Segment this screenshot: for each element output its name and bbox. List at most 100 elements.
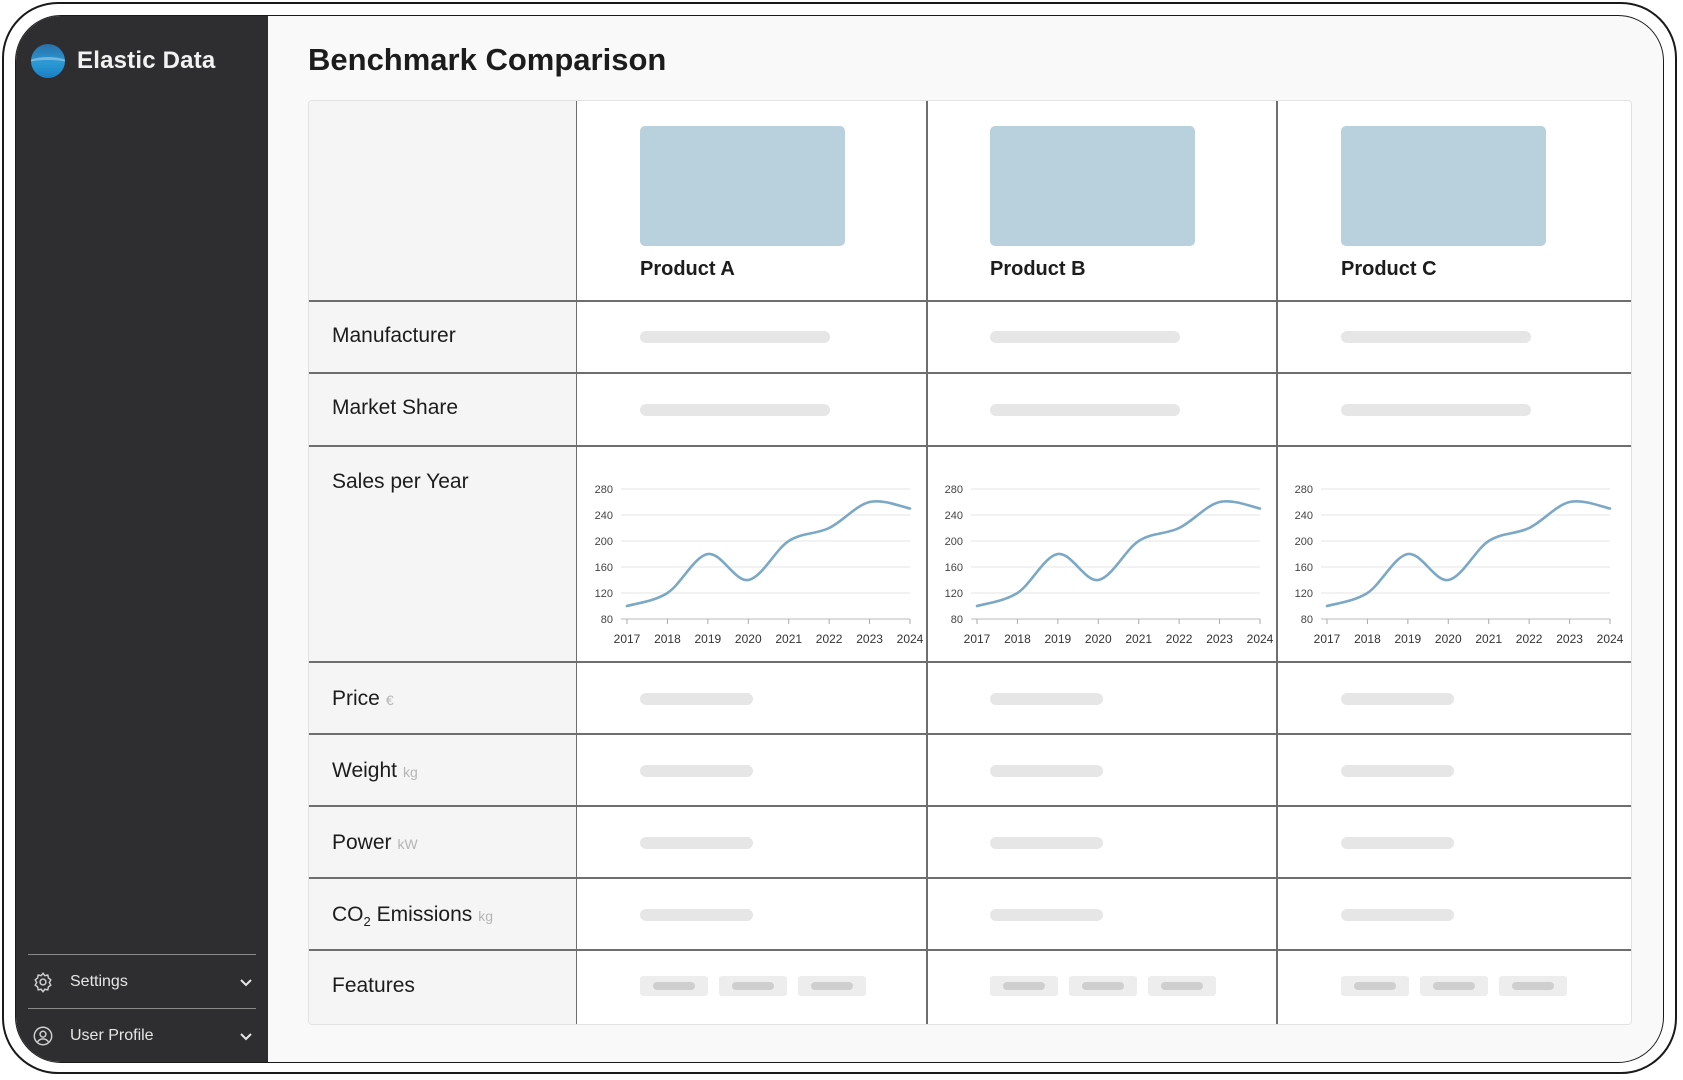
feature-tag: [1499, 976, 1567, 996]
sales-series-line: [1325, 500, 1612, 608]
x-tick-label: 2022: [816, 632, 843, 646]
feature-tag: [719, 976, 787, 996]
chevron-down-icon[interactable]: [238, 974, 254, 990]
sales-chart-product-b: 80 120 160 200 240 280 2017 2018 2019 2020 2021 202…: [945, 484, 1274, 646]
column-divider: [1276, 101, 1278, 1024]
x-tick-label: 2018: [1354, 632, 1381, 646]
y-tick-label: 120: [595, 588, 613, 600]
unit-label: kg: [478, 908, 494, 924]
unit-label: kg: [402, 764, 418, 780]
value-placeholder: [640, 909, 753, 921]
x-tick-label: 2023: [1556, 632, 1583, 646]
x-tick-label: 2021: [775, 632, 802, 646]
x-tick-label: 2019: [1045, 632, 1072, 646]
value-placeholder: [640, 331, 830, 343]
x-tick-label: 2024: [1247, 632, 1274, 646]
y-tick-label: 200: [595, 536, 613, 548]
x-tick-label: 2017: [614, 632, 641, 646]
unit-label: €: [385, 692, 394, 708]
x-tick-label: 2023: [856, 632, 883, 646]
sales-chart-product-a: 80 120 160 200 240 280 2017 2018 2019 2020 2021 202…: [595, 484, 924, 646]
y-tick-label: 200: [945, 536, 963, 548]
feature-tag: [640, 976, 708, 996]
label-text: Weight: [332, 759, 397, 782]
value-placeholder: [1341, 693, 1454, 705]
y-tick-label: 240: [595, 510, 613, 522]
elastic-data-logo: [31, 44, 65, 78]
row-divider: [309, 733, 1631, 735]
value-placeholder: [1341, 909, 1454, 921]
y-tick-label: 120: [945, 588, 963, 600]
app-name: Elastic Data: [77, 47, 216, 74]
row-divider: [309, 805, 1631, 807]
x-tick-label: 2024: [1597, 632, 1624, 646]
x-tick-label: 2020: [1085, 632, 1112, 646]
feature-tag: [1148, 976, 1216, 996]
row-divider: [309, 949, 1631, 951]
user-circle-icon: [32, 1025, 54, 1047]
row-label-manufacturer: Manufacturer: [332, 324, 456, 347]
product-b-name: Product B: [990, 258, 1086, 280]
sidebar-item-settings[interactable]: Settings: [28, 954, 256, 1008]
product-c-image-placeholder: [1341, 126, 1546, 246]
product-b-image-placeholder: [990, 126, 1195, 246]
row-label-sales-per-year: Sales per Year: [332, 470, 469, 493]
value-placeholder: [640, 693, 753, 705]
label-text: CO: [332, 903, 364, 926]
gear-icon: [32, 971, 54, 993]
product-a-image-placeholder: [640, 126, 845, 246]
y-tick-label: 280: [945, 484, 963, 496]
y-tick-label: 120: [1295, 588, 1313, 600]
y-tick-label: 160: [1295, 562, 1313, 574]
brand[interactable]: Elastic Data: [31, 44, 215, 78]
app-window: Elastic Data Settings: [15, 15, 1664, 1063]
row-label-co2-emissions: CO2 Emissions kg: [332, 903, 493, 929]
chevron-down-icon[interactable]: [238, 1028, 254, 1044]
row-divider: [309, 445, 1631, 447]
y-tick-label: 80: [601, 614, 613, 626]
comparison-table: Product A Product B Product C Manufactur…: [308, 100, 1632, 1025]
x-tick-label: 2018: [654, 632, 681, 646]
value-placeholder: [1341, 765, 1454, 777]
sales-series-line: [975, 500, 1262, 608]
x-tick-label: 2023: [1206, 632, 1233, 646]
label-subscript: 2: [363, 914, 371, 930]
value-placeholder: [990, 331, 1180, 343]
y-tick-label: 240: [945, 510, 963, 522]
y-tick-label: 80: [1301, 614, 1313, 626]
x-tick-label: 2022: [1516, 632, 1543, 646]
value-placeholder: [640, 837, 753, 849]
x-tick-label: 2017: [964, 632, 991, 646]
row-label-weight: Weight kg: [332, 759, 418, 783]
sidebar-menu: Settings User Profile: [28, 954, 256, 1062]
feature-tag: [1420, 976, 1488, 996]
value-placeholder: [640, 404, 830, 416]
label-text: Price: [332, 687, 380, 710]
sidebar-item-user-profile[interactable]: User Profile: [28, 1008, 256, 1062]
sidebar-item-label: Settings: [70, 972, 128, 990]
value-placeholder: [1341, 331, 1531, 343]
x-tick-label: 2021: [1125, 632, 1152, 646]
main-content: Benchmark Comparison Product A Product B…: [268, 16, 1663, 1062]
row-divider: [309, 661, 1631, 663]
x-tick-label: 2019: [695, 632, 722, 646]
x-tick-label: 2020: [735, 632, 762, 646]
y-tick-label: 280: [1295, 484, 1313, 496]
sidebar-item-label: User Profile: [70, 1026, 154, 1044]
product-c-name: Product C: [1341, 258, 1437, 280]
y-tick-label: 240: [1295, 510, 1313, 522]
row-divider: [309, 300, 1631, 302]
y-tick-label: 160: [945, 562, 963, 574]
feature-tag: [990, 976, 1058, 996]
y-tick-label: 200: [1295, 536, 1313, 548]
product-a-name: Product A: [640, 258, 735, 280]
unit-label: kW: [397, 836, 418, 852]
row-divider: [309, 877, 1631, 879]
label-column: [309, 101, 577, 1024]
label-text: Power: [332, 831, 392, 854]
x-tick-label: 2022: [1166, 632, 1193, 646]
value-placeholder: [1341, 837, 1454, 849]
x-tick-label: 2018: [1004, 632, 1031, 646]
page-title: Benchmark Comparison: [308, 42, 667, 77]
